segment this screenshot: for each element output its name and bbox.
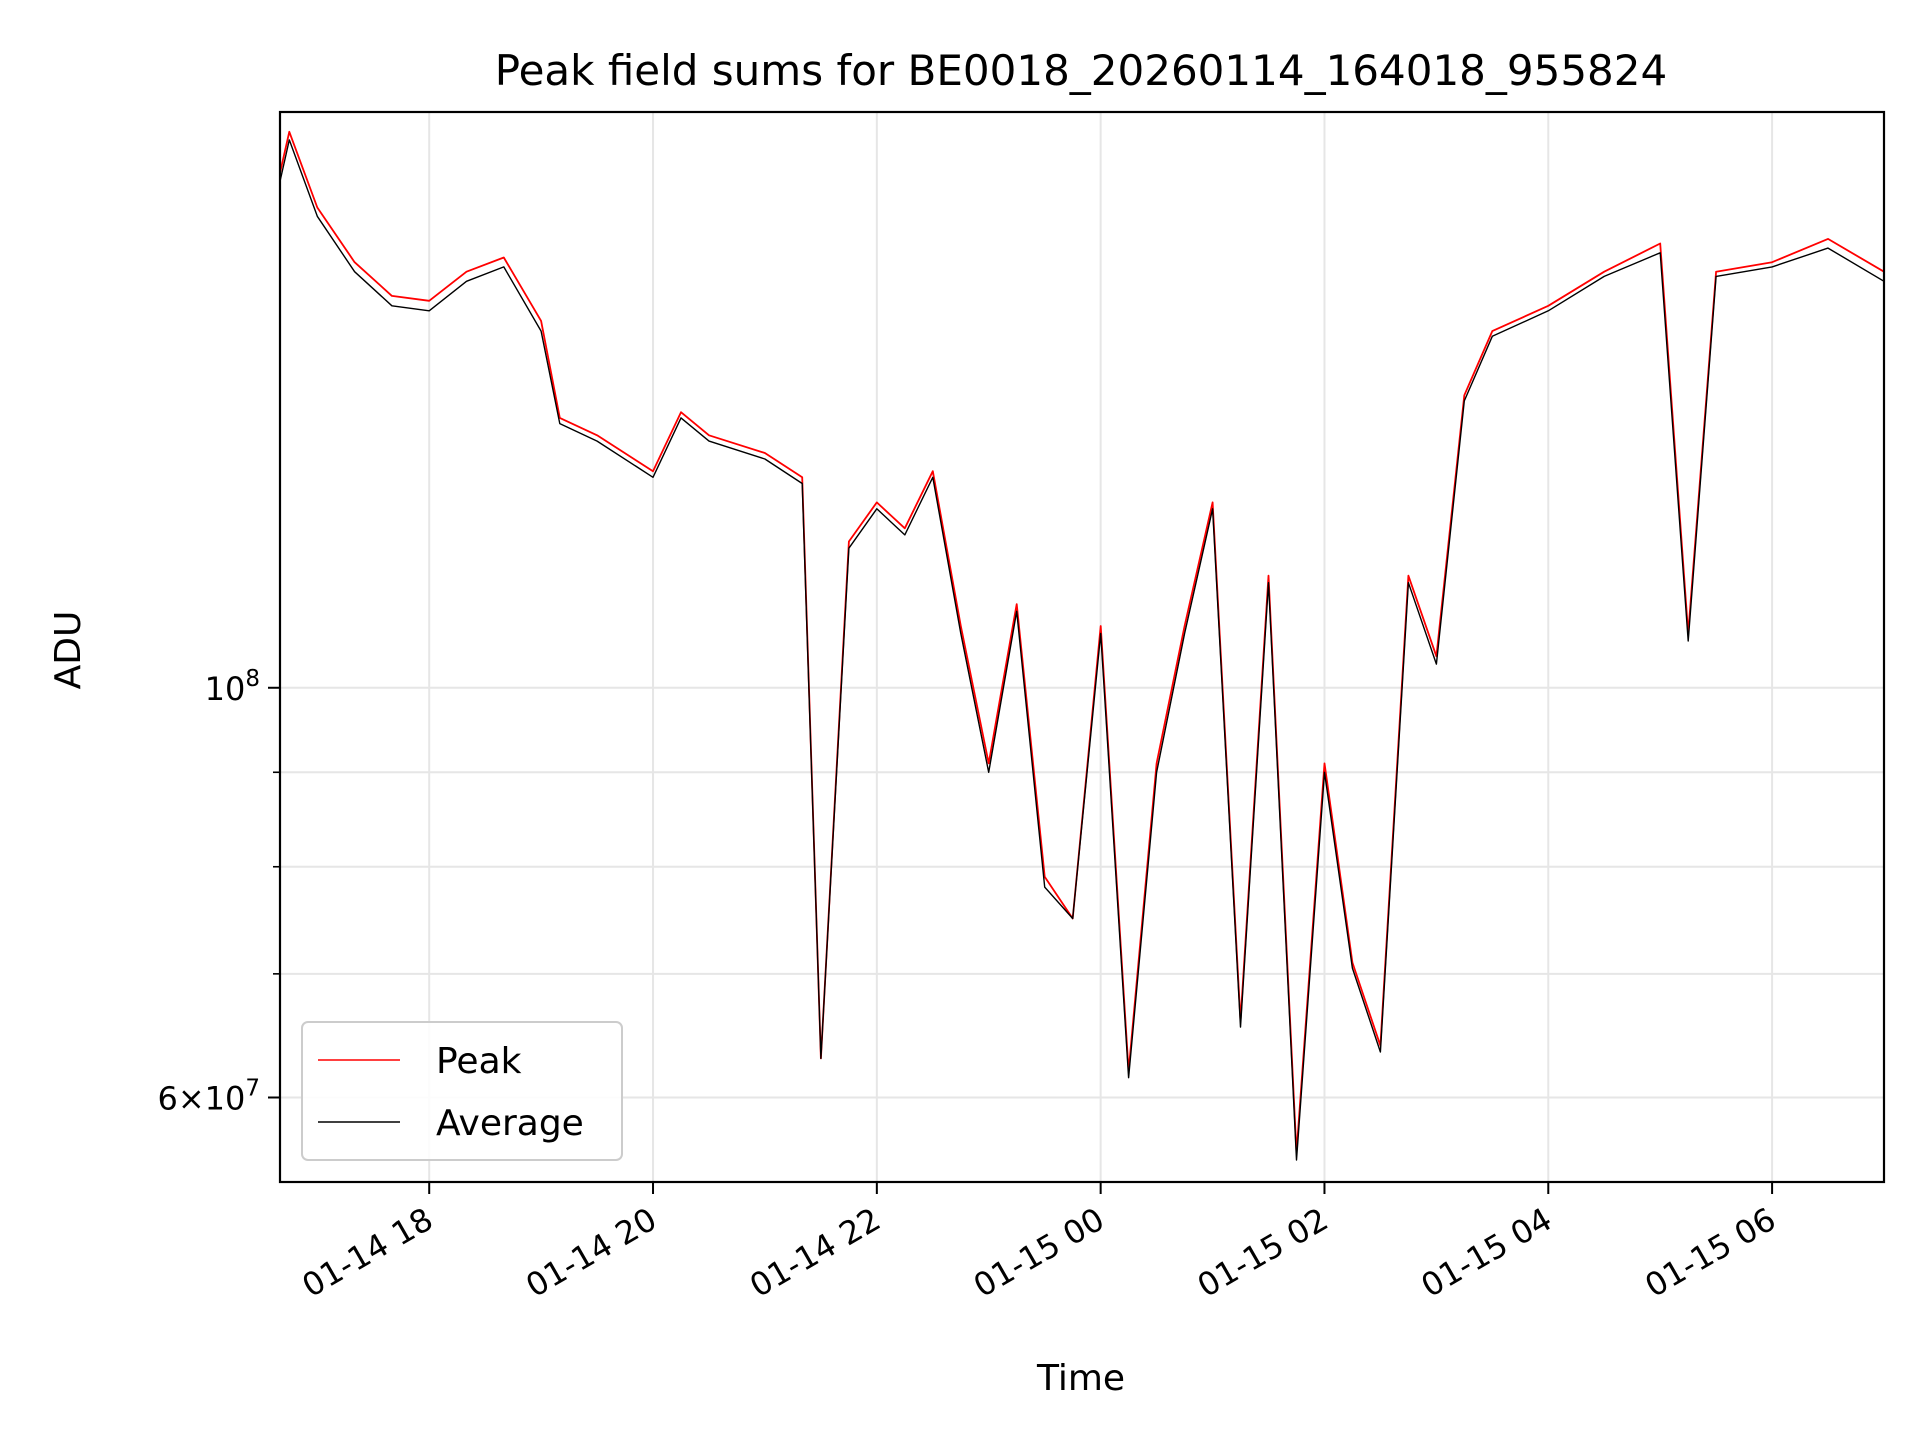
y-tick-label: 108: [205, 666, 260, 708]
legend-frame: [301, 1021, 623, 1161]
y-axis-label: ADU: [48, 611, 89, 690]
grid-lines: [280, 112, 1884, 1182]
series-line-peak: [280, 130, 1884, 1154]
x-tick-label: 01-15 00: [967, 1200, 1111, 1305]
x-axis-label: Time: [1036, 1358, 1125, 1399]
legend: Peak Average: [301, 1021, 623, 1161]
y-axis-ticks: 108 6×107: [157, 666, 280, 1117]
data-series: [280, 130, 1884, 1161]
x-tick-label: 01-14 18: [296, 1200, 440, 1305]
x-tick-label: 01-14 20: [519, 1200, 663, 1305]
series-line-average: [280, 139, 1884, 1161]
chart-title: Peak field sums for BE0018_20260114_1640…: [495, 46, 1667, 95]
x-tick-label: 01-15 04: [1415, 1200, 1559, 1305]
x-axis-ticks: 01-14 18 01-14 20 01-14 22 01-15 00 01-15 02…: [296, 1182, 1782, 1305]
legend-label-peak: Peak: [436, 1041, 522, 1082]
legend-label-average: Average: [436, 1103, 584, 1144]
x-tick-label: 01-15 06: [1638, 1200, 1782, 1305]
plot-area-frame: [278, 110, 1886, 1184]
y-tick-label: 6×107: [157, 1075, 260, 1117]
x-tick-label: 01-15 02: [1191, 1200, 1335, 1305]
x-tick-label: 01-14 22: [743, 1200, 887, 1305]
